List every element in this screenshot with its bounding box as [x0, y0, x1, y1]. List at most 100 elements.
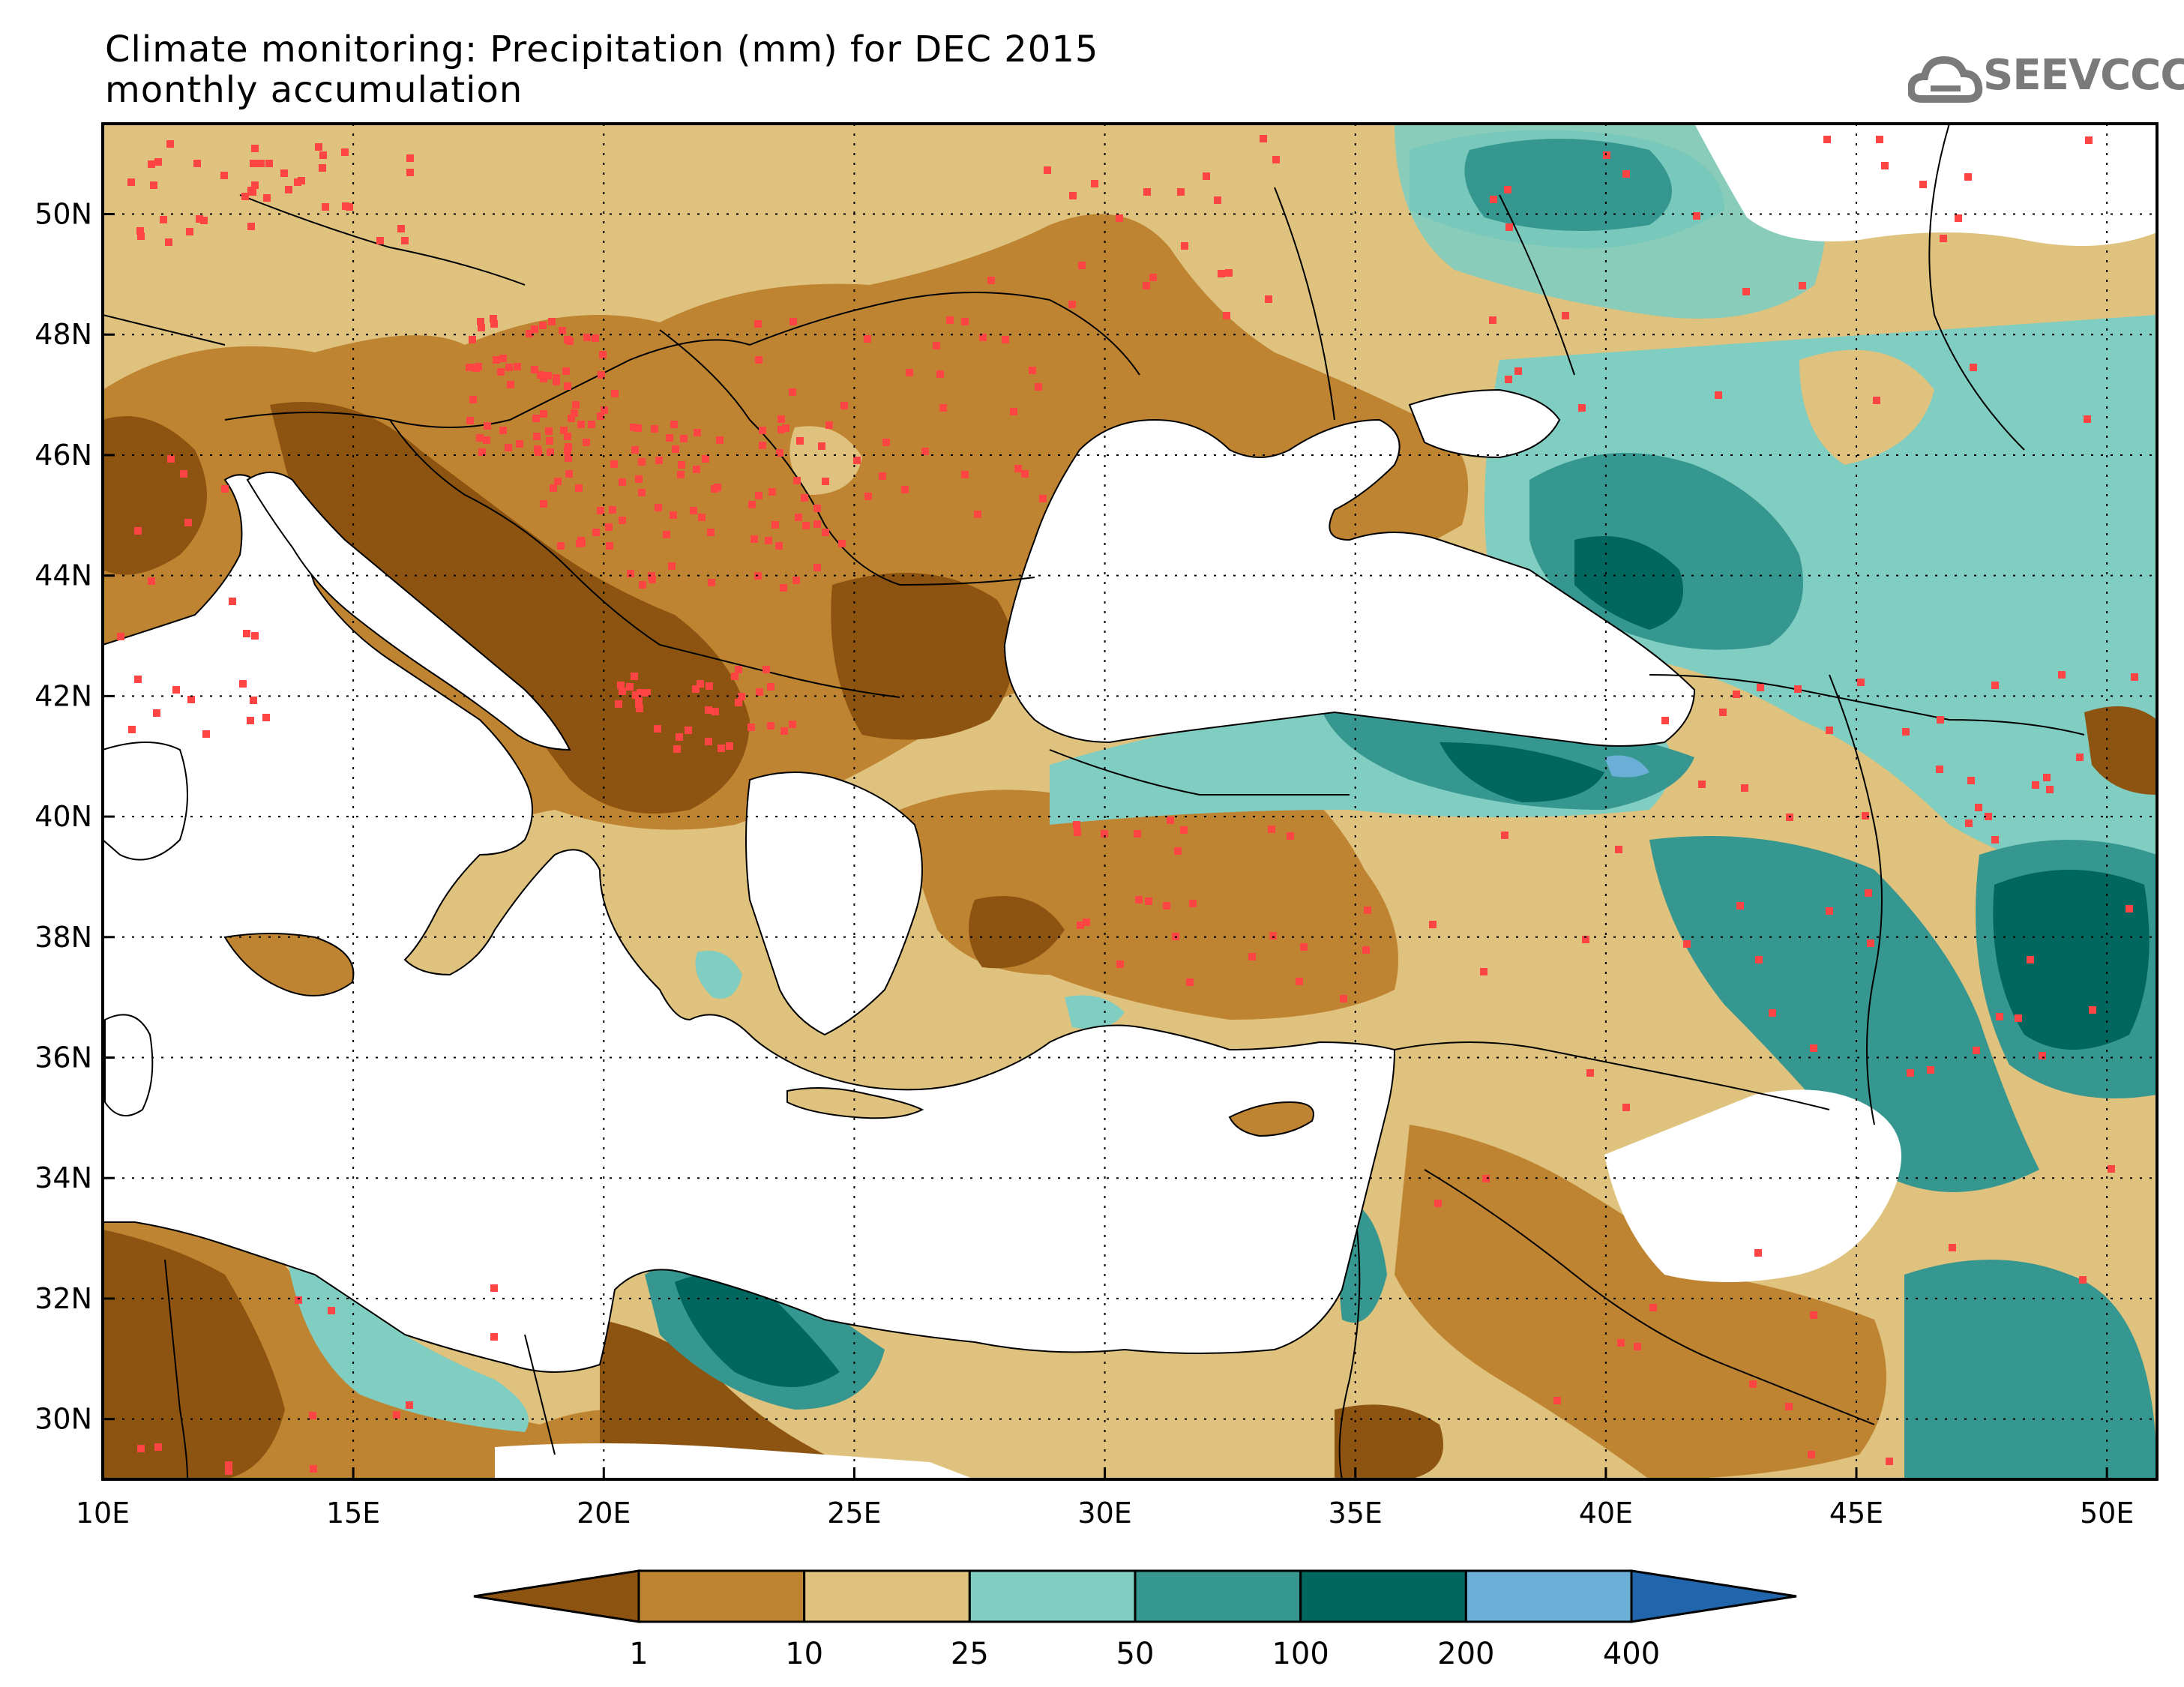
station-marker	[257, 160, 265, 167]
colorbar-label: 1	[629, 1637, 648, 1671]
station-marker	[2085, 136, 2093, 144]
station-marker	[1218, 270, 1225, 277]
colorbar-label: 400	[1603, 1637, 1660, 1671]
station-marker	[250, 160, 257, 167]
station-marker	[1260, 135, 1267, 142]
no-data-arabia	[1604, 1089, 1901, 1282]
station-marker	[117, 633, 124, 640]
station-marker	[632, 691, 640, 699]
field-50-100-iraq	[1649, 836, 2039, 1192]
station-marker	[532, 415, 540, 422]
field-10-25-romania	[789, 426, 862, 495]
station-marker	[2084, 415, 2091, 423]
station-marker	[1010, 408, 1017, 415]
station-marker	[187, 696, 195, 703]
station-marker	[193, 160, 201, 167]
station-marker	[577, 537, 585, 544]
station-marker	[974, 511, 981, 518]
station-marker	[319, 151, 327, 159]
lat-tick-label: 30N	[34, 1403, 92, 1436]
station-marker	[2015, 1014, 2022, 1022]
station-marker	[1482, 1175, 1490, 1182]
station-marker	[229, 598, 236, 605]
station-marker	[172, 686, 180, 694]
station-marker	[825, 421, 833, 429]
station-marker	[2039, 1052, 2046, 1059]
station-marker	[150, 181, 157, 189]
station-marker	[241, 193, 249, 200]
station-marker	[731, 673, 738, 680]
colorbar-low-arrow	[473, 1569, 640, 1623]
station-marker	[280, 169, 288, 177]
sicily-island	[223, 933, 355, 996]
station-marker	[690, 507, 697, 514]
lat-tick-label: 50N	[34, 198, 92, 231]
station-marker	[1808, 1451, 1815, 1458]
station-marker	[822, 529, 829, 536]
station-marker	[638, 489, 646, 496]
station-marker	[802, 522, 810, 529]
station-marker	[562, 367, 570, 375]
station-marker	[397, 225, 405, 232]
station-marker	[1973, 1047, 1980, 1054]
station-marker	[961, 471, 969, 478]
station-marker	[1578, 404, 1586, 412]
station-marker	[735, 699, 742, 706]
station-marker	[285, 186, 292, 193]
station-marker	[251, 181, 259, 189]
station-marker	[507, 381, 514, 388]
station-marker	[568, 415, 575, 422]
station-marker	[341, 148, 349, 156]
station-marker	[134, 527, 142, 535]
station-marker	[1490, 196, 1497, 203]
station-marker	[1248, 953, 1256, 960]
station-marker	[137, 1445, 145, 1452]
station-marker	[643, 689, 651, 697]
station-marker	[1736, 902, 1744, 909]
station-marker	[540, 375, 547, 382]
station-marker	[251, 145, 259, 152]
station-marker	[698, 514, 706, 521]
station-marker	[262, 714, 270, 721]
field-100-200-libya	[675, 1273, 840, 1387]
station-marker	[225, 1467, 232, 1475]
station-marker	[406, 169, 414, 176]
colorbar-label: 25	[951, 1637, 989, 1671]
station-marker	[755, 356, 762, 364]
station-marker	[1177, 188, 1185, 196]
station-marker	[1134, 830, 1141, 838]
station-marker	[615, 700, 622, 708]
station-marker	[1949, 1244, 1956, 1251]
field-10-25-kazakh	[1799, 349, 1934, 465]
station-marker	[1964, 173, 1972, 181]
station-marker	[1044, 166, 1051, 174]
station-marker	[767, 722, 774, 730]
station-marker	[250, 697, 257, 704]
station-marker	[2043, 774, 2051, 781]
station-marker	[789, 318, 797, 325]
station-marker	[184, 519, 192, 526]
colorbar-box	[637, 1569, 806, 1623]
field-100-200-turkey-north	[1440, 742, 1604, 802]
colorbar-label: 200	[1437, 1637, 1494, 1671]
aegean-sea	[745, 772, 923, 1036]
station-marker	[901, 486, 909, 493]
station-marker	[666, 434, 673, 442]
station-marker	[406, 1401, 413, 1409]
lon-tick-label: 25E	[827, 1497, 881, 1530]
cloud-icon	[1908, 55, 1983, 103]
station-marker	[946, 316, 954, 324]
station-marker	[2058, 671, 2066, 679]
station-marker	[559, 327, 566, 334]
station-marker	[166, 140, 174, 148]
station-marker	[933, 342, 940, 349]
station-marker	[493, 356, 500, 364]
station-marker	[328, 1307, 335, 1314]
station-marker	[1272, 156, 1280, 163]
station-marker	[1749, 1380, 1757, 1388]
station-marker	[750, 535, 758, 543]
station-marker	[1434, 1200, 1442, 1207]
station-marker	[706, 682, 713, 690]
station-marker	[533, 433, 541, 440]
station-marker	[762, 666, 770, 673]
